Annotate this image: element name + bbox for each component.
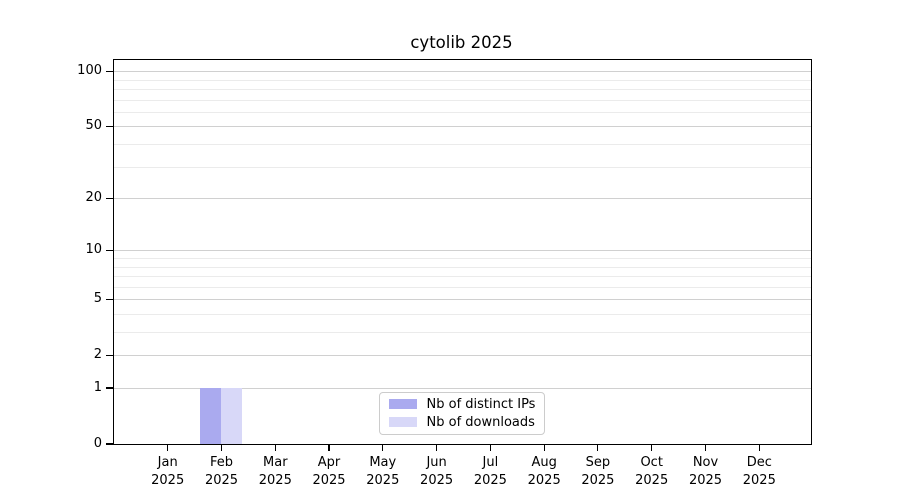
y-axis-tick-label: 100 — [77, 63, 102, 79]
y-axis-tick — [105, 387, 113, 389]
x-tick-month: Jan — [157, 455, 178, 470]
minor-gridline — [114, 111, 811, 113]
x-axis-tick — [704, 444, 707, 451]
x-axis-tick-label: Jul 2025 — [460, 454, 520, 489]
legend-item-distinct-ips: Nb of distinct IPs — [388, 396, 536, 412]
minor-gridline — [114, 266, 811, 268]
y-axis-tick-label: 50 — [85, 118, 102, 134]
y-axis-tick-label: 20 — [85, 190, 102, 206]
y-axis-tick — [105, 298, 113, 300]
legend: Nb of distinct IPs Nb of downloads — [378, 391, 546, 435]
x-tick-year: 2025 — [688, 472, 723, 488]
legend-item-downloads: Nb of downloads — [388, 414, 536, 430]
y-axis-tick-label: 1 — [93, 380, 102, 395]
x-axis-tick — [167, 444, 169, 451]
x-tick-year: 2025 — [151, 472, 185, 488]
x-axis-tick — [489, 444, 491, 451]
x-axis-tick-label: Jun 2025 — [407, 454, 467, 489]
x-axis-tick — [651, 444, 653, 451]
y-axis-tick-label: 10 — [85, 242, 102, 258]
legend-label-downloads: Nb of downloads — [426, 414, 535, 430]
x-tick-year: 2025 — [258, 472, 292, 488]
x-tick-month: Apr — [317, 455, 341, 470]
x-tick-month: Feb — [209, 455, 234, 470]
x-tick-month: Jul — [482, 455, 499, 470]
legend-swatch-downloads — [388, 417, 417, 427]
x-axis-tick — [220, 444, 223, 451]
x-tick-month: Nov — [692, 455, 719, 470]
y-axis-tick — [105, 249, 113, 251]
x-tick-month: Aug — [531, 455, 557, 470]
chart-title: cytolib 2025 — [410, 33, 513, 52]
x-tick-month: Mar — [263, 455, 288, 470]
x-axis-tick-label: Nov 2025 — [676, 454, 736, 489]
y-axis-tick-label: 0 — [93, 436, 102, 451]
minor-gridline — [114, 276, 811, 277]
x-tick-year: 2025 — [581, 472, 615, 488]
minor-gridline — [114, 79, 811, 81]
x-tick-year: 2025 — [635, 472, 669, 488]
x-axis-tick-label: Oct 2025 — [622, 454, 682, 489]
legend-swatch-distinct-ips — [388, 399, 417, 409]
minor-gridline — [114, 314, 811, 315]
minor-gridline — [114, 144, 811, 145]
x-axis-tick — [436, 444, 438, 451]
x-axis-tick — [382, 444, 384, 451]
x-axis-tick-label: Aug 2025 — [514, 454, 574, 489]
x-axis-tick — [274, 444, 276, 451]
x-axis-tick — [543, 444, 545, 451]
x-axis-tick-label: Sep 2025 — [568, 454, 628, 489]
x-tick-year: 2025 — [742, 472, 776, 488]
major-gridline — [114, 71, 811, 73]
x-axis-tick-label: May 2025 — [353, 454, 413, 489]
minor-gridline — [114, 99, 811, 101]
x-axis-tick — [328, 444, 330, 451]
legend-label-distinct-ips: Nb of distinct IPs — [426, 396, 536, 412]
x-axis-tick — [758, 444, 760, 451]
x-tick-year: 2025 — [204, 472, 239, 488]
bar-distinct-ips — [200, 388, 221, 444]
plot-area: Nb of distinct IPs Nb of downloads 0 1 2 5 1… — [77, 59, 812, 488]
x-axis-tick-label: Feb 2025 — [192, 454, 252, 489]
minor-gridline — [114, 166, 811, 168]
x-tick-month: May — [369, 455, 397, 470]
major-gridline — [114, 388, 811, 389]
x-axis-tick-label: Jan 2025 — [138, 454, 198, 489]
x-tick-year: 2025 — [420, 472, 454, 488]
x-tick-year: 2025 — [473, 472, 507, 488]
x-axis-tick-label: Mar 2025 — [245, 454, 305, 489]
x-axis-tick — [597, 444, 599, 451]
major-gridline — [114, 250, 811, 252]
y-axis-tick-label: 5 — [93, 291, 102, 307]
x-tick-month: Sep — [585, 455, 611, 470]
x-axis-tick-label: Apr 2025 — [299, 454, 359, 489]
minor-gridline — [114, 258, 811, 259]
y-axis-tick — [105, 70, 113, 72]
x-axis-tick-label: Dec 2025 — [729, 454, 789, 489]
major-gridline — [114, 198, 811, 200]
y-axis-tick-label: 2 — [93, 347, 102, 363]
x-tick-year: 2025 — [312, 472, 346, 488]
y-axis-tick — [105, 354, 113, 356]
x-tick-year: 2025 — [366, 472, 400, 488]
major-gridline — [114, 126, 811, 128]
x-tick-month: Oct — [640, 455, 663, 470]
major-gridline — [114, 299, 811, 301]
x-tick-year: 2025 — [527, 472, 561, 488]
minor-gridline — [114, 89, 811, 90]
y-axis-tick — [105, 443, 113, 445]
bar-downloads — [221, 388, 242, 444]
minor-gridline — [114, 332, 811, 333]
x-tick-month: Jun — [426, 455, 447, 470]
minor-gridline — [114, 286, 811, 288]
y-axis-tick — [105, 125, 113, 127]
y-axis-tick — [105, 197, 113, 199]
major-gridline — [114, 355, 811, 357]
x-tick-month: Dec — [746, 455, 772, 470]
